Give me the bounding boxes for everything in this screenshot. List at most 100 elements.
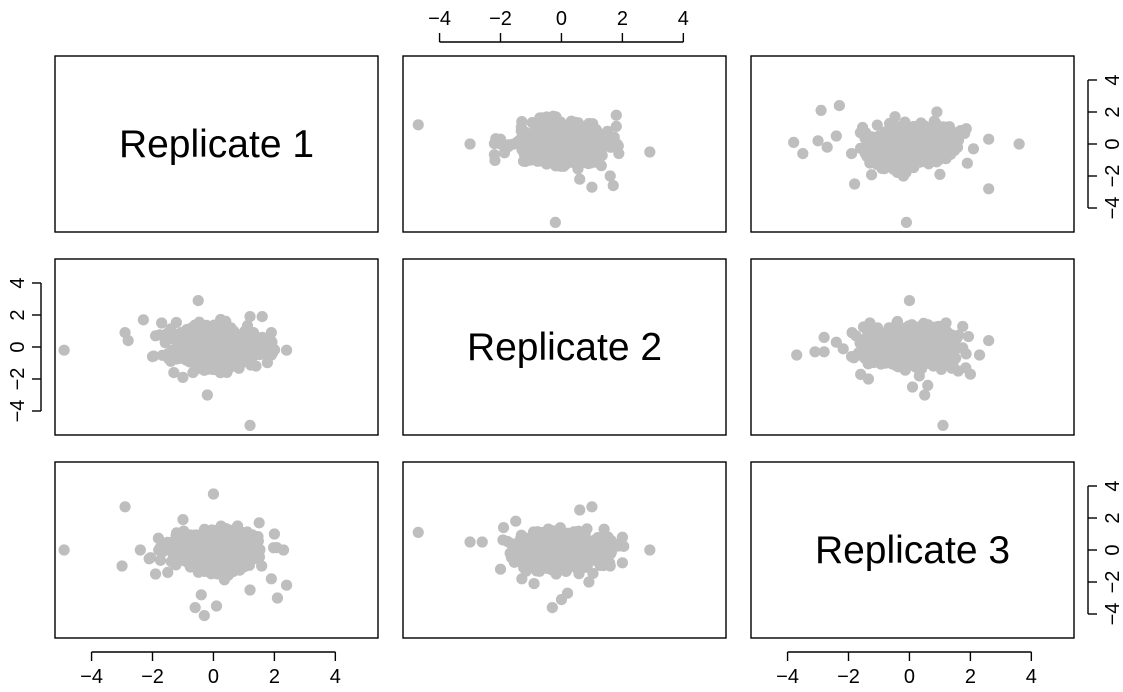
data-point [134,544,146,556]
data-point [137,314,149,326]
data-point [791,349,803,361]
data-point [206,548,218,560]
data-point [119,501,131,513]
data-point [897,170,909,182]
data-point [175,336,187,348]
data-point [818,331,830,343]
data-point [610,120,622,132]
data-point [207,488,220,500]
data-point [156,317,168,329]
data-point [187,332,199,344]
data-point [579,120,592,133]
data-point [610,138,622,150]
data-point [1013,138,1025,150]
data-point [244,584,256,596]
data-point [170,529,182,542]
data-point [202,535,214,547]
data-point [961,157,973,169]
data-point [58,544,70,556]
data-point [271,592,284,604]
data-point [168,367,180,379]
data-point [900,216,913,228]
data-point [891,353,903,365]
data-point [797,148,809,160]
data-point [902,151,914,164]
data-point [905,323,917,335]
data-point [830,336,842,348]
data-point [607,180,619,192]
data-point [849,178,861,190]
data-point [884,118,897,130]
data-point [563,142,576,154]
data-point [244,311,256,323]
data-point [189,602,201,614]
data-point [952,365,964,377]
data-point [937,419,949,431]
data-point [206,565,218,578]
data-point [167,344,179,356]
data-point [572,133,585,145]
data-point [502,140,514,152]
data-point [919,389,931,401]
data-point [162,566,174,579]
diagonal-label-2: Replicate 2 [467,326,662,369]
data-point [218,574,231,586]
data-point [146,351,159,363]
data-point [574,173,586,185]
data-point [594,148,606,160]
data-point [186,344,198,356]
data-point [494,133,507,145]
data-point [845,148,858,160]
data-point [921,333,933,346]
diagonal-label-1: Replicate 1 [119,123,314,166]
data-point [265,349,277,361]
data-point [412,119,424,131]
data-point [957,320,969,333]
data-point [228,535,240,547]
data-point [192,295,204,307]
data-point [250,341,262,353]
data-point [253,517,265,529]
data-point [265,327,277,339]
data-point [227,343,239,355]
data-point [586,140,598,152]
data-point [861,151,873,163]
data-point [962,330,975,343]
data-point [211,330,224,342]
data-point [516,116,528,128]
data-point [931,346,943,358]
data-point [983,183,995,195]
data-point [488,149,501,161]
data-point [883,322,895,334]
data-point [960,348,972,360]
data-point [821,141,833,153]
data-point [864,317,876,329]
data-point [566,156,578,168]
scatter-panel-r1-c2 [412,109,656,228]
data-point [154,554,167,566]
data-point [846,327,858,339]
data-point [149,330,162,342]
data-point [815,104,827,116]
data-point [610,109,622,121]
data-point [830,130,842,142]
data-point [175,541,187,554]
data-point [586,181,598,193]
data-point [878,347,890,359]
data-point [934,168,946,180]
data-point [967,143,980,155]
data-point [143,553,155,565]
data-point [904,345,916,357]
data-point [935,363,947,376]
data-point [149,568,162,580]
data-point [938,144,950,157]
data-point [249,552,261,564]
data-point [931,106,943,118]
data-point [845,351,858,363]
scatter-panel-r1-c3 [788,100,1025,228]
data-point [549,129,561,141]
data-point [599,132,611,144]
data-point [940,125,952,137]
data-point [152,532,165,544]
